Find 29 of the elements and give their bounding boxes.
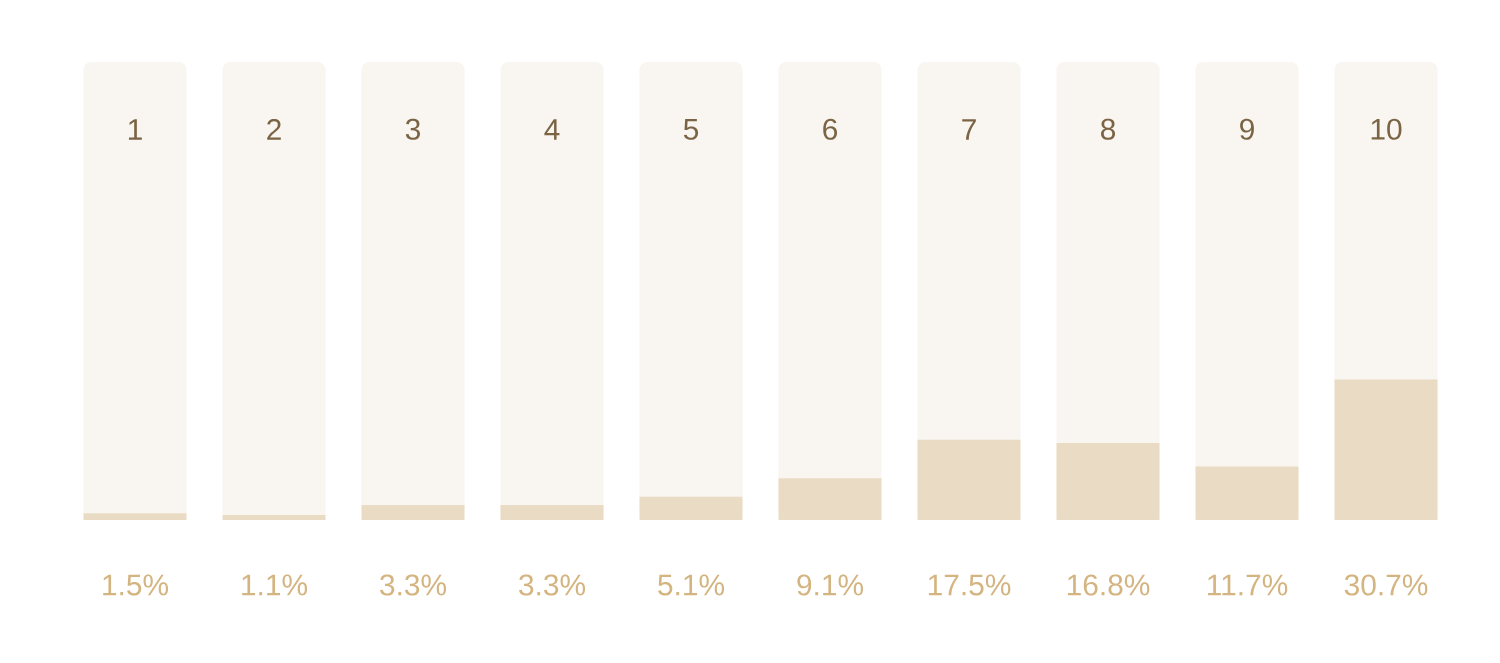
data-label: 3.3% (380, 574, 446, 596)
bar (500, 504, 604, 520)
data-label: 3.3% (519, 574, 586, 596)
x-tick-label: 2 (267, 118, 281, 140)
x-tick-label: 9 (1240, 118, 1254, 140)
data-label: 30.7% (1344, 574, 1428, 596)
bar (1056, 443, 1160, 520)
bar (83, 513, 187, 520)
data-label: 16.8% (1067, 574, 1150, 596)
data-label: 5.1% (658, 574, 725, 596)
x-tick-label: 5 (683, 118, 699, 140)
data-label: 1.5% (103, 574, 168, 596)
bar (639, 496, 743, 520)
bar (222, 514, 326, 520)
data-label: 11.7% (1208, 574, 1288, 596)
bar (778, 478, 882, 520)
x-tick-label: 3 (405, 118, 421, 140)
bar (361, 504, 465, 520)
data-label: 1.1% (242, 574, 307, 596)
x-tick-label: 10 (1371, 118, 1402, 140)
x-tick-label: 1 (128, 119, 142, 140)
x-tick-label: 7 (962, 119, 976, 140)
x-tick-label: 6 (823, 118, 838, 140)
data-label: 9.1% (797, 574, 864, 596)
data-label: 17.5% (928, 574, 1011, 596)
x-tick-label: 8 (1101, 118, 1116, 140)
x-tick-label: 4 (544, 119, 560, 140)
bar (917, 439, 1021, 520)
bar (1195, 466, 1299, 520)
